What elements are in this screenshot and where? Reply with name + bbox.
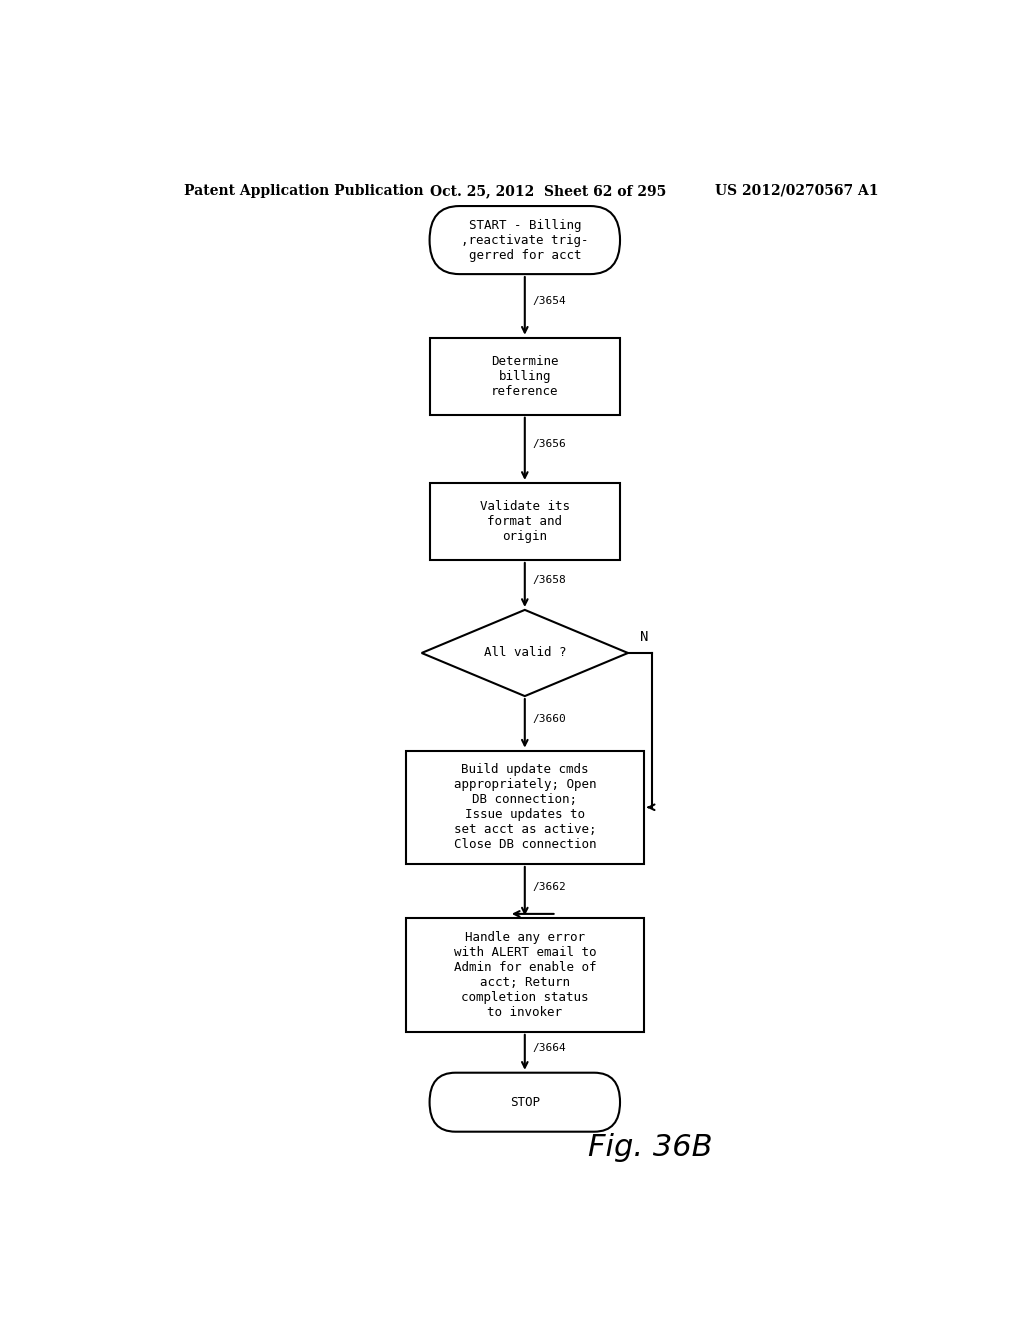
Text: Oct. 25, 2012  Sheet 62 of 295: Oct. 25, 2012 Sheet 62 of 295 [430, 183, 666, 198]
Polygon shape [422, 610, 628, 696]
Bar [406, 919, 644, 1032]
Text: Validate its
format and
origin: Validate its format and origin [480, 500, 569, 543]
Text: Build update cmds
appropriately; Open
DB connection;
Issue updates to
set acct a: Build update cmds appropriately; Open DB… [454, 763, 596, 851]
FancyBboxPatch shape [430, 206, 620, 275]
Text: Determine
billing
reference: Determine billing reference [492, 355, 558, 397]
Text: STOP: STOP [510, 1096, 540, 1109]
Text: START - Billing
,reactivate trig-
gerred for acct: START - Billing ,reactivate trig- gerred… [461, 219, 589, 261]
Text: /3664: /3664 [532, 1043, 566, 1053]
Text: /3656: /3656 [532, 440, 566, 449]
Text: /3660: /3660 [532, 714, 566, 723]
Bar [430, 338, 621, 414]
Text: /3658: /3658 [532, 576, 566, 585]
Bar [430, 483, 621, 560]
Text: /3654: /3654 [532, 296, 566, 306]
Text: Patent Application Publication: Patent Application Publication [183, 183, 423, 198]
Text: US 2012/0270567 A1: US 2012/0270567 A1 [715, 183, 879, 198]
Text: Fig. 36B: Fig. 36B [588, 1133, 713, 1162]
Text: Handle any error
with ALERT email to
Admin for enable of
acct; Return
completion: Handle any error with ALERT email to Adm… [454, 931, 596, 1019]
Bar [406, 751, 644, 865]
FancyBboxPatch shape [430, 1073, 620, 1131]
Text: All valid ?: All valid ? [483, 647, 566, 660]
Text: /3662: /3662 [532, 882, 566, 892]
Text: N: N [640, 630, 648, 644]
